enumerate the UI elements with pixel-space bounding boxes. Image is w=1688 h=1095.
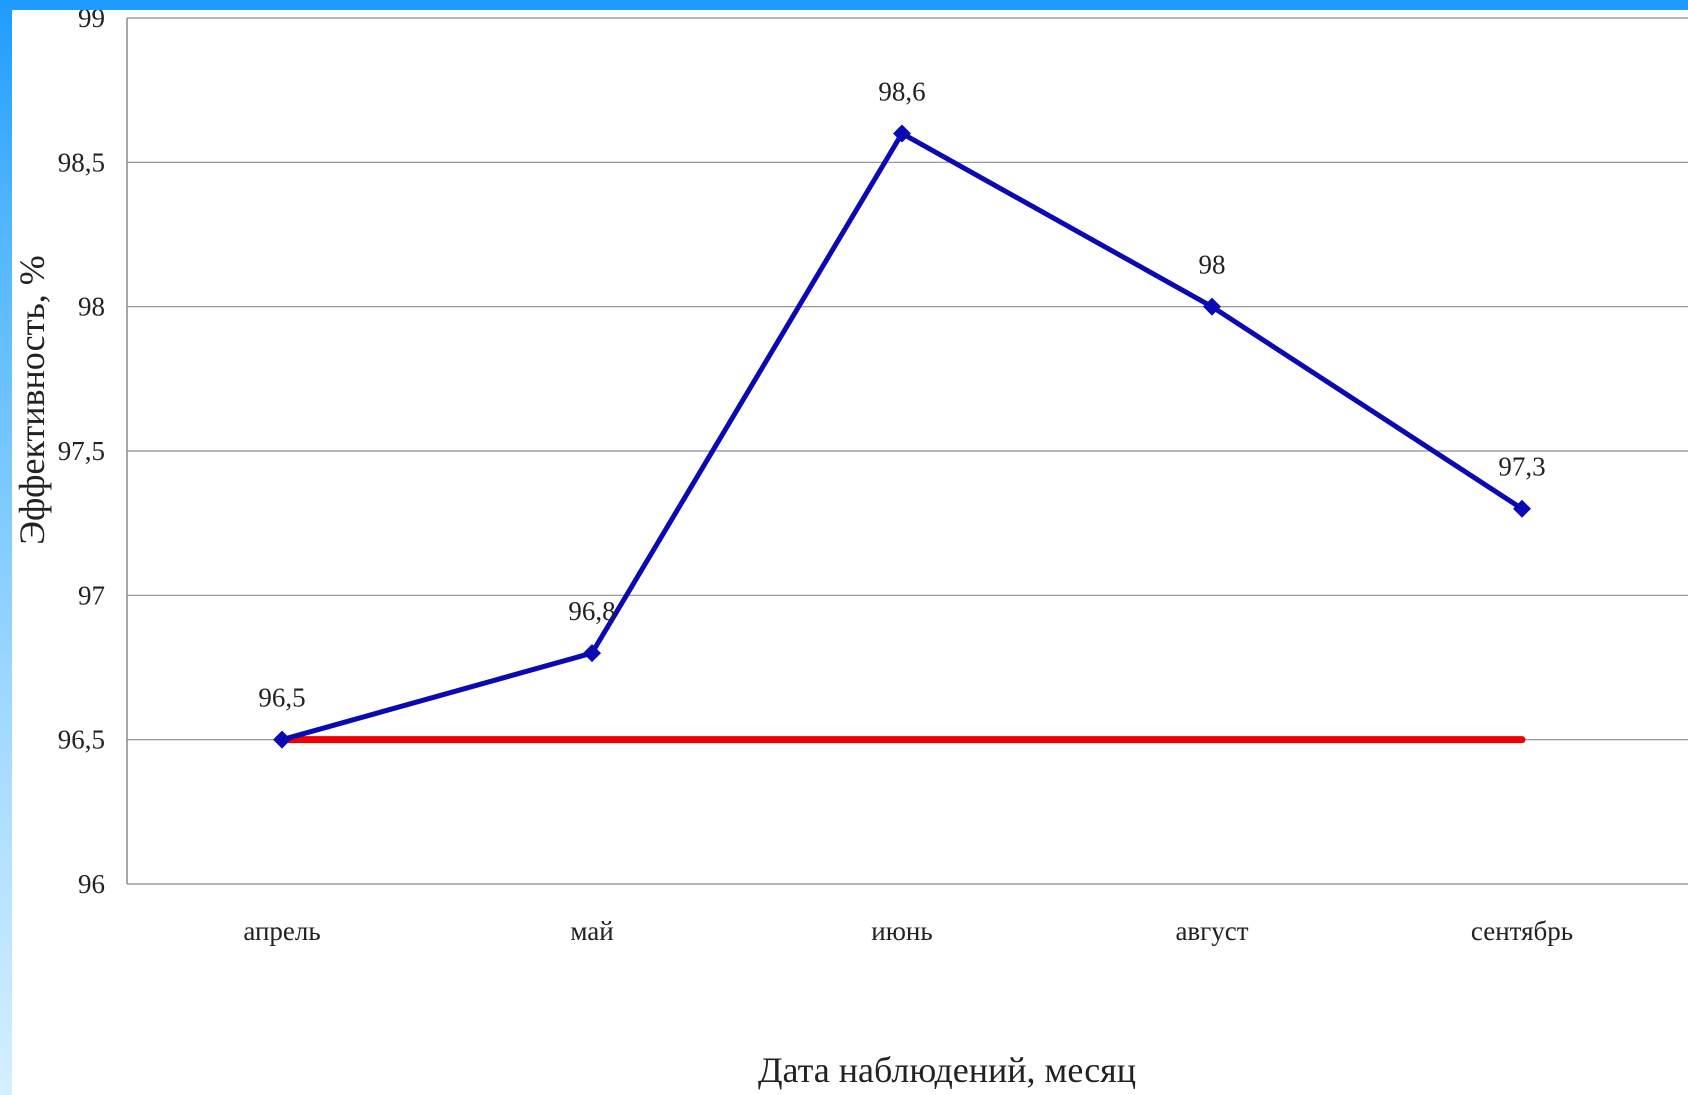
chart-frame: 96 96,5 97 97,5 98 98,5 99 апрель май июнь август… bbox=[12, 10, 1688, 1095]
data-point-marker bbox=[273, 730, 291, 749]
y-tick-label: 99 bbox=[78, 10, 105, 33]
y-tick-label: 97 bbox=[78, 580, 105, 610]
data-point-marker bbox=[1513, 499, 1531, 518]
y-axis-title: Эффективность, % bbox=[12, 255, 52, 544]
x-axis-title: Дата наблюдений, месяц bbox=[758, 1050, 1136, 1090]
y-tick-label: 96 bbox=[78, 869, 105, 899]
data-label: 98,6 bbox=[878, 76, 925, 106]
series-line bbox=[279, 130, 1525, 743]
series-lines bbox=[278, 130, 1526, 744]
y-tick-label: 98,5 bbox=[58, 147, 105, 177]
x-tick-label: июнь bbox=[871, 916, 932, 946]
data-label: 97,3 bbox=[1498, 452, 1545, 482]
data-labels: 96,5 96,8 98,6 98 97,3 bbox=[258, 76, 1545, 712]
data-label: 96,5 bbox=[258, 683, 305, 713]
data-label: 96,8 bbox=[568, 596, 615, 626]
y-tick-label: 97,5 bbox=[58, 436, 105, 466]
x-tick-label: август bbox=[1175, 916, 1248, 946]
line-chart: 96 96,5 97 97,5 98 98,5 99 апрель май июнь август… bbox=[12, 10, 1688, 1090]
x-tick-label: сентябрь bbox=[1471, 916, 1573, 946]
y-tick-label: 96,5 bbox=[58, 725, 105, 755]
x-tick-label: май bbox=[570, 916, 613, 946]
x-tick-label: апрель bbox=[243, 916, 320, 946]
data-label: 98 bbox=[1199, 250, 1226, 280]
data-point-marker bbox=[583, 644, 601, 663]
x-tick-labels: апрель май июнь август сентябрь bbox=[243, 916, 1573, 946]
series-markers bbox=[273, 124, 1531, 749]
y-tick-labels: 96 96,5 97 97,5 98 98,5 99 bbox=[58, 10, 105, 899]
y-tick-label: 98 bbox=[78, 292, 105, 322]
gridlines bbox=[126, 17, 1688, 885]
data-point-marker bbox=[1203, 297, 1221, 316]
